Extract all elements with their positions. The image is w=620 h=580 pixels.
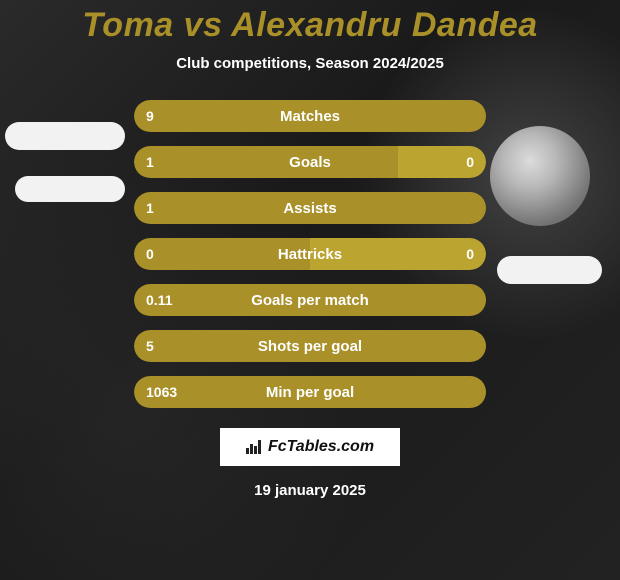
stat-label: Assists (134, 192, 486, 224)
stat-label: Shots per goal (134, 330, 486, 362)
footer-brand-text: FcTables.com (268, 438, 374, 456)
stat-row: Assists1 (134, 192, 486, 224)
fctables-icon (246, 440, 264, 454)
player-left-name-pill (5, 122, 125, 150)
stat-row: Matches9 (134, 100, 486, 132)
stat-label: Goals per match (134, 284, 486, 316)
page-title: Toma vs Alexandru Dandea (82, 6, 537, 45)
player-left-name-pill-2 (15, 176, 125, 202)
footer-brand-badge: FcTables.com (220, 428, 400, 466)
stat-value-left: 1 (134, 192, 166, 224)
stat-label: Matches (134, 100, 486, 132)
stat-value-left: 5 (134, 330, 166, 362)
player-right-name-pill (497, 256, 602, 284)
stat-label: Hattricks (134, 238, 486, 270)
stat-row: Shots per goal5 (134, 330, 486, 362)
stat-value-left: 0.11 (134, 284, 184, 316)
content-root: Toma vs Alexandru Dandea Club competitio… (0, 0, 620, 580)
stats-rows: Matches9Goals10Assists1Hattricks00Goals … (134, 100, 486, 408)
footer-date: 19 january 2025 (254, 482, 366, 499)
player-right-avatar (490, 126, 590, 226)
stat-row: Goals per match0.11 (134, 284, 486, 316)
stat-value-right: 0 (454, 146, 486, 178)
stat-row: Hattricks0 0 (134, 238, 486, 270)
stat-label: Goals (134, 146, 486, 178)
stat-row: Goals1 0 (134, 146, 486, 178)
stat-value-left: 0 (134, 238, 166, 270)
stat-value-left: 9 (134, 100, 166, 132)
stat-value-right: 0 (454, 238, 486, 270)
stat-value-left: 1063 (134, 376, 189, 408)
stat-row: Min per goal1063 (134, 376, 486, 408)
stat-value-left: 1 (134, 146, 166, 178)
subtitle: Club competitions, Season 2024/2025 (176, 55, 444, 72)
